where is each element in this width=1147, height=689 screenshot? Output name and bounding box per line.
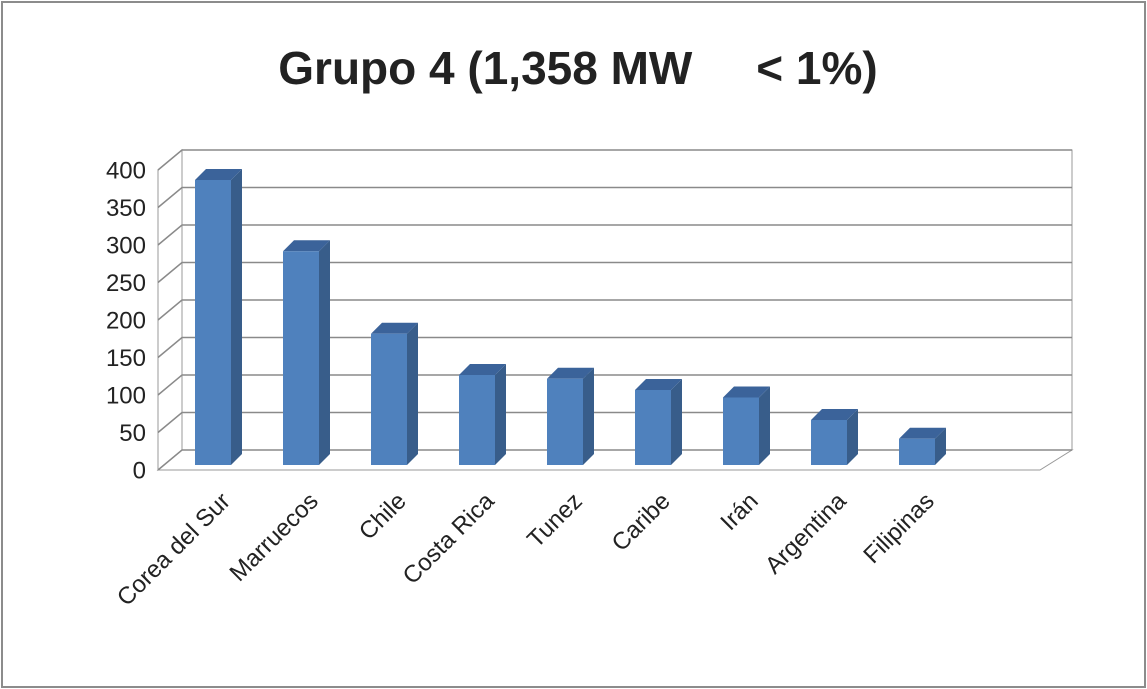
bar-front xyxy=(371,333,407,465)
chart-title: Grupo 4 (1,358 MW < 1%) xyxy=(278,42,877,94)
bar-top xyxy=(459,364,506,375)
bar-front xyxy=(547,378,583,465)
bar xyxy=(723,386,770,465)
bar-top xyxy=(547,367,594,379)
bar-front xyxy=(635,390,671,465)
bar-top xyxy=(635,379,682,390)
grid-line xyxy=(157,186,1072,209)
bar-top xyxy=(371,322,418,334)
y-tick-label: 50 xyxy=(119,420,146,447)
bar-front xyxy=(195,180,231,465)
bar-side xyxy=(583,367,594,465)
bar-front xyxy=(459,375,495,465)
grid-line xyxy=(157,449,1072,471)
grid-line xyxy=(157,261,1072,284)
grid-line xyxy=(157,224,1072,246)
y-tick-label: 300 xyxy=(106,232,146,259)
bar-top xyxy=(195,169,242,180)
bar-front xyxy=(811,420,847,465)
bar-side xyxy=(935,427,946,465)
y-tick-label: 250 xyxy=(106,270,146,297)
bar-front xyxy=(283,251,319,465)
y-tick-label: 200 xyxy=(106,307,146,334)
bar-side xyxy=(847,409,858,465)
bar-top xyxy=(899,427,946,439)
bar-top xyxy=(723,386,770,398)
y-tick-label: 350 xyxy=(106,195,146,222)
bar-side xyxy=(495,364,506,465)
bar xyxy=(811,409,858,465)
bar xyxy=(635,379,682,465)
bar xyxy=(459,364,506,465)
bar-side xyxy=(671,379,682,465)
y-tick-label: 400 xyxy=(106,157,146,184)
bar-front xyxy=(899,438,935,465)
bar xyxy=(195,169,242,465)
bar xyxy=(547,367,594,465)
y-tick-label: 150 xyxy=(106,345,146,372)
bar-side xyxy=(231,169,242,465)
bar-front xyxy=(723,397,759,465)
bar-side xyxy=(319,240,330,465)
grid-line xyxy=(157,149,1072,171)
bar-side xyxy=(759,386,770,465)
bar xyxy=(283,240,330,465)
grid-line xyxy=(157,336,1072,359)
bar xyxy=(899,427,946,465)
grid-line xyxy=(157,374,1072,396)
y-tick-label: 0 xyxy=(133,457,146,484)
grid-line xyxy=(157,411,1072,434)
grid-line xyxy=(157,299,1072,321)
bar-top xyxy=(811,409,858,420)
bar-side xyxy=(407,322,418,465)
bar-top xyxy=(283,240,330,252)
bar xyxy=(371,322,418,465)
y-tick-label: 100 xyxy=(106,382,146,409)
